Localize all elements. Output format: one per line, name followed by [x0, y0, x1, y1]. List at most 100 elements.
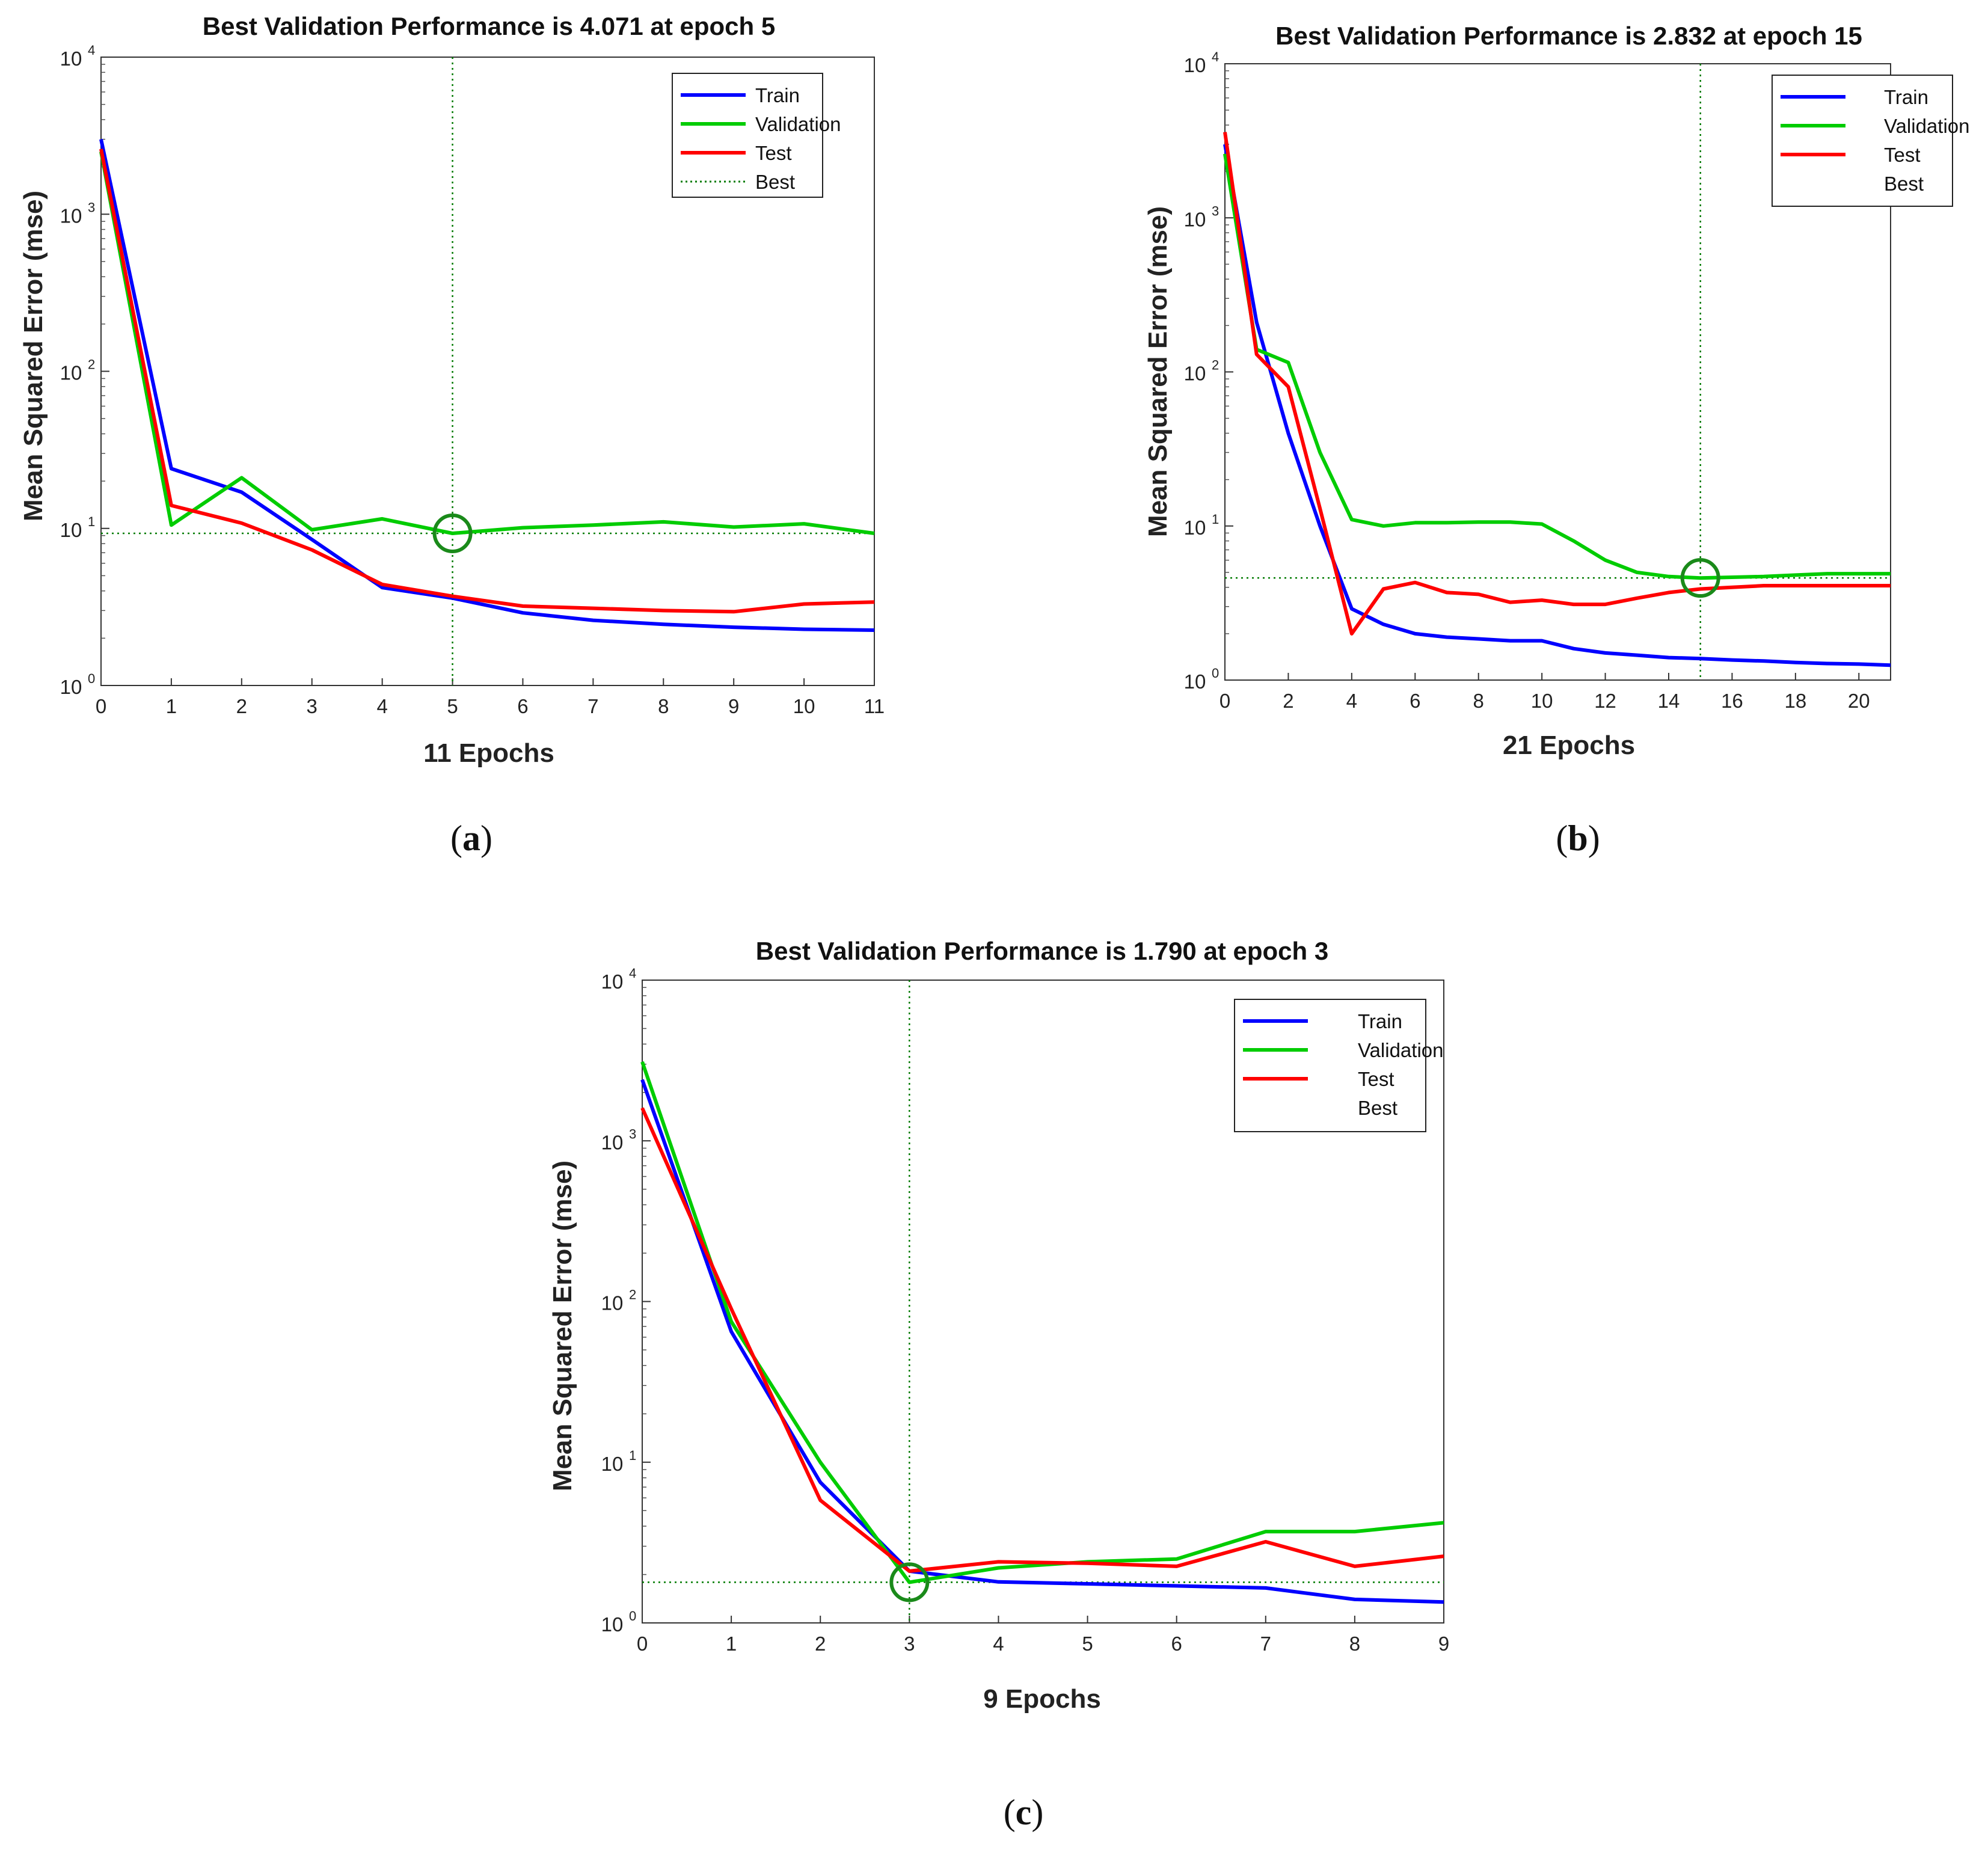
legend-label: Train — [1884, 86, 1928, 108]
chart-title: Best Validation Performance is 1.790 at … — [756, 937, 1328, 965]
x-tick-label: 7 — [588, 695, 598, 717]
legend-label: Validation — [1884, 115, 1970, 137]
x-tick-label: 4 — [993, 1633, 1004, 1655]
y-tick-label: 10 — [601, 1613, 624, 1636]
legend-label: Test — [1884, 144, 1921, 166]
best-point-marker — [1680, 558, 1720, 598]
legend: Train Validation Test Best — [1234, 999, 1444, 1132]
x-tick-label: 6 — [1410, 690, 1420, 712]
x-tick-label: 6 — [1171, 1633, 1182, 1655]
series-line-test — [99, 149, 875, 614]
legend: Train Validation Test Best — [672, 73, 841, 198]
y-tick-exponent: 4 — [629, 966, 636, 981]
y-tick-exponent: 4 — [1212, 49, 1219, 64]
x-tick-label: 3 — [904, 1633, 915, 1655]
series-line-train — [99, 138, 875, 632]
x-tick-label: 14 — [1658, 690, 1680, 712]
x-tick-label: 2 — [815, 1633, 826, 1655]
y-axis-label: Mean Squared Error (mse) — [19, 191, 48, 521]
chart-panel-b: Best Validation Performance is 2.832 at … — [1143, 22, 1970, 760]
x-tick-label: 1 — [726, 1633, 737, 1655]
y-tick-label: 10 — [60, 204, 82, 227]
x-tick-label: 4 — [376, 695, 387, 717]
x-tick-label: 8 — [658, 695, 669, 717]
x-tick-label: 5 — [447, 695, 458, 717]
series-line-validation — [99, 151, 875, 535]
x-tick-label: 0 — [96, 695, 106, 717]
legend-label: Best — [755, 171, 795, 193]
x-tick-label: 16 — [1721, 690, 1743, 712]
x-tick-label: 4 — [1346, 690, 1357, 712]
x-tick-label: 3 — [307, 695, 318, 717]
legend-label: Validation — [755, 113, 841, 135]
x-axis-label: 11 Epochs — [423, 738, 554, 768]
y-tick-label: 10 — [1184, 363, 1206, 385]
legend-label: Test — [755, 142, 792, 164]
y-axis-label: Mean Squared Error (mse) — [548, 1161, 577, 1491]
x-tick-label: 6 — [517, 695, 528, 717]
y-tick-label: 10 — [601, 1453, 624, 1475]
y-tick-label: 10 — [60, 362, 82, 384]
y-tick-exponent: 2 — [629, 1287, 636, 1302]
x-tick-label: 0 — [1219, 690, 1230, 712]
x-tick-label: 20 — [1848, 690, 1870, 712]
caption-b: (b) — [1556, 818, 1600, 858]
y-tick-exponent: 1 — [629, 1448, 636, 1463]
x-tick-label: 10 — [1531, 690, 1553, 712]
y-tick-exponent: 0 — [88, 671, 95, 686]
x-axis-label: 9 Epochs — [983, 1684, 1101, 1714]
y-tick-label: 10 — [601, 970, 624, 993]
y-tick-label: 10 — [1184, 517, 1206, 539]
x-tick-label: 2 — [1283, 690, 1293, 712]
x-tick-label: 0 — [637, 1633, 648, 1655]
legend-label: Test — [1358, 1068, 1394, 1090]
y-tick-exponent: 0 — [1212, 666, 1219, 681]
x-tick-label: 8 — [1349, 1633, 1360, 1655]
x-tick-label: 8 — [1473, 690, 1484, 712]
x-tick-label: 10 — [793, 695, 815, 717]
x-tick-label: 9 — [728, 695, 739, 717]
y-tick-label: 10 — [1184, 54, 1206, 76]
caption-a: (a) — [450, 818, 492, 858]
best-point-marker — [889, 1562, 930, 1602]
y-tick-label: 10 — [601, 1131, 624, 1153]
y-tick-label: 10 — [1184, 208, 1206, 230]
x-tick-label: 18 — [1784, 690, 1806, 712]
y-tick-exponent: 1 — [88, 514, 95, 529]
y-tick-exponent: 2 — [88, 357, 95, 372]
series-line-validation — [640, 1061, 1444, 1584]
y-tick-exponent: 4 — [88, 43, 95, 58]
legend: Train Validation Test Best — [1772, 75, 1970, 207]
y-tick-label: 10 — [60, 676, 82, 698]
y-tick-label: 10 — [60, 519, 82, 541]
x-tick-label: 2 — [236, 695, 247, 717]
x-tick-label: 11 — [864, 695, 885, 717]
y-tick-exponent: 3 — [88, 200, 95, 215]
chart-title: Best Validation Performance is 4.071 at … — [203, 12, 775, 40]
y-tick-exponent: 3 — [1212, 203, 1219, 218]
y-tick-exponent: 2 — [1212, 358, 1219, 373]
legend-label: Best — [1358, 1097, 1397, 1119]
legend-label: Train — [1358, 1010, 1402, 1032]
legend-label: Train — [755, 84, 800, 106]
chart-panel-a: Best Validation Performance is 4.071 at … — [19, 12, 885, 768]
chart-title: Best Validation Performance is 2.832 at … — [1275, 22, 1862, 50]
y-tick-exponent: 0 — [629, 1608, 636, 1624]
legend-label: Best — [1884, 173, 1924, 195]
legend-box — [672, 73, 823, 198]
y-axis-label: Mean Squared Error (mse) — [1143, 206, 1173, 537]
x-tick-label: 1 — [166, 695, 177, 717]
best-point-marker — [432, 513, 473, 553]
x-tick-label: 9 — [1438, 1633, 1449, 1655]
y-tick-label: 10 — [60, 48, 82, 70]
y-tick-label: 10 — [1184, 670, 1206, 693]
y-tick-exponent: 3 — [629, 1126, 636, 1141]
x-tick-label: 5 — [1082, 1633, 1093, 1655]
x-axis-label: 21 Epochs — [1503, 731, 1635, 760]
y-tick-label: 10 — [601, 1292, 624, 1314]
series-line-test — [1223, 132, 1891, 636]
chart-panel-c: Best Validation Performance is 1.790 at … — [548, 937, 1449, 1714]
y-tick-exponent: 1 — [1212, 512, 1219, 527]
legend-label: Validation — [1358, 1039, 1444, 1061]
x-tick-label: 12 — [1594, 690, 1616, 712]
